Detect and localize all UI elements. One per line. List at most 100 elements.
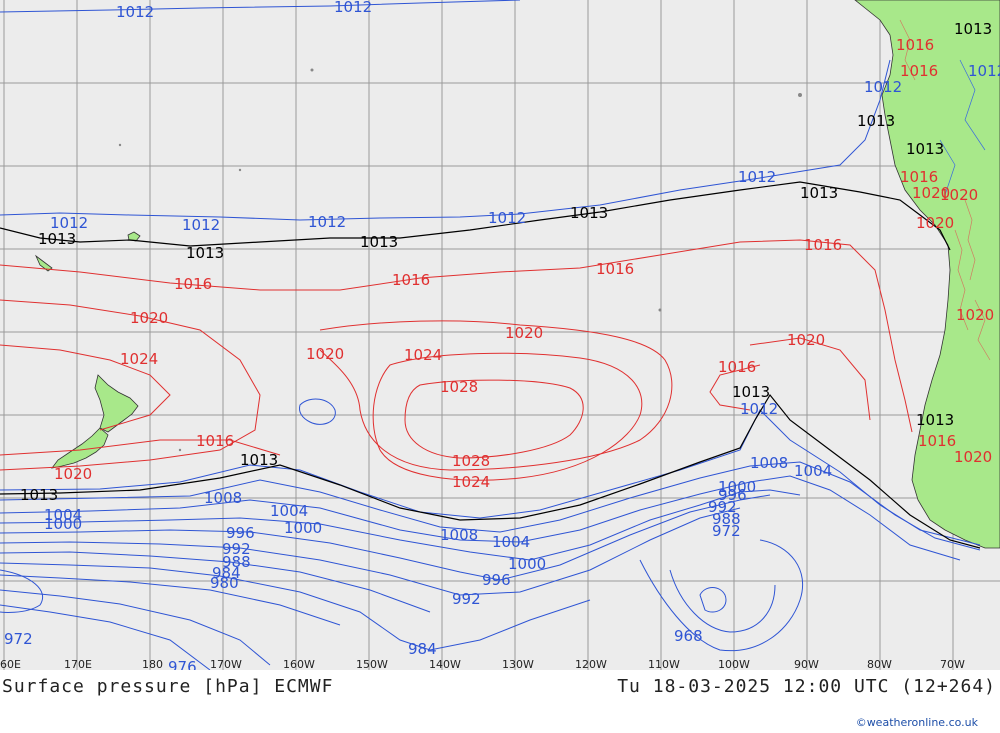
isobar-label: 1012: [334, 0, 372, 16]
isobar-label: 1013: [186, 244, 224, 262]
longitude-ticks: 60E 170E 180 170W 160W 150W 140W 130W 12…: [0, 658, 965, 670]
isobar-label: 1028: [452, 452, 490, 470]
isobar-label: 976: [168, 658, 197, 670]
isobar-1012-north: [0, 0, 521, 13]
isobar-label: 1016: [918, 432, 956, 450]
isobar-label: 984: [408, 640, 437, 658]
isobar-label: 1013: [916, 411, 954, 429]
isobar-1012-south: [0, 409, 981, 546]
ocean-background: [0, 0, 1000, 670]
lon-tick: 60E: [0, 658, 21, 670]
isobar-label: 1013: [240, 451, 278, 469]
isobar-label: 1020: [916, 214, 954, 232]
isobar-label: 1004: [492, 533, 530, 551]
lon-tick: 150W: [356, 658, 388, 670]
isobar-label: 968: [674, 627, 703, 645]
lon-tick: 180: [142, 658, 163, 670]
isobar-label: 1016: [900, 62, 938, 80]
south-america: [854, 0, 1000, 549]
isobar-label: 988: [712, 510, 741, 528]
isobar-label: 1013: [954, 20, 992, 38]
isobar-label: 1020: [940, 186, 978, 204]
isobar-label: 1016: [804, 236, 842, 254]
isobar-label: 1020: [130, 309, 168, 327]
isobar-label: 1013: [20, 486, 58, 504]
isobar-1024-west: [0, 344, 171, 431]
isobar-label: 992: [708, 498, 737, 516]
high-isobars: [0, 239, 913, 481]
islands: [118, 68, 802, 452]
isobar-1016-south: [0, 439, 281, 456]
isobar-label: 1000: [718, 478, 756, 496]
rivers: [939, 59, 986, 196]
isobar-label: 1013: [732, 383, 770, 401]
isobar-label: 1020: [54, 465, 92, 483]
isobar-label: 1016: [392, 271, 430, 289]
isobar-label: 1012: [968, 62, 1000, 80]
isobar-label: 984: [212, 564, 241, 582]
isobar-1020-west: [0, 299, 261, 471]
lon-tick: 90W: [794, 658, 819, 670]
lon-tick: 120W: [575, 658, 607, 670]
isobar-label: 1013: [857, 112, 895, 130]
new-zealand-north: [94, 374, 139, 433]
land: [35, 0, 1000, 549]
isobar-small-loop: [299, 398, 336, 425]
isobar-1020-center: [319, 320, 673, 471]
lon-tick: 130W: [502, 658, 534, 670]
isobar-1024-center: [372, 352, 643, 481]
isobar-1013-north: [0, 181, 951, 251]
isobar-label: 1024: [452, 473, 490, 491]
isobar-968-core: [699, 587, 727, 613]
isobar-label: 1012: [182, 216, 220, 234]
isobar-labels-ref: 1013 1013 1013 1013 1013 1013 1013 1013 …: [20, 20, 992, 504]
credit-link[interactable]: ©weatheronline.co.uk: [855, 716, 978, 729]
isobar-label: 1016: [174, 275, 212, 293]
isobar-label: 1004: [270, 502, 308, 520]
isobar-992: [0, 507, 741, 596]
isobar-label: 992: [222, 540, 251, 558]
lon-tick: 70W: [940, 658, 965, 670]
ref-isobars: [0, 181, 981, 549]
isobar-label: 1020: [956, 306, 994, 324]
isobar-972-low: [0, 604, 211, 670]
isobar-980: [0, 574, 341, 626]
forecast-time: Tu 18-03-2025 12:00 UTC (12+264): [617, 676, 996, 697]
isobar-988: [0, 551, 431, 613]
isobar-label: 1012: [864, 78, 902, 96]
isobar-label: 1000: [284, 519, 322, 537]
isobar-1008: [0, 461, 981, 551]
isobar-label: 1024: [120, 350, 158, 368]
low-isobars: [0, 0, 981, 670]
isobar-996: [0, 494, 771, 581]
isobar-1004: [0, 475, 961, 561]
map-title: Surface pressure [hPa] ECMWF: [2, 676, 334, 697]
isobar-label: 1020: [306, 345, 344, 363]
isobar-1016-east: [709, 364, 761, 411]
lat-lon-grid: [0, 0, 1000, 670]
isobar-label: 988: [222, 553, 251, 571]
isobar-south-east-2: [669, 569, 776, 633]
isobar-label: 1016: [896, 36, 934, 54]
isobar-1000: [0, 489, 801, 561]
lon-tick: 140W: [429, 658, 461, 670]
lon-tick: 100W: [718, 658, 750, 670]
isobar-south-east-1: [639, 539, 804, 652]
isobar-label: 1020: [912, 184, 950, 202]
isobar-label: 1013: [570, 204, 608, 222]
isobar-1020-east: [749, 337, 871, 421]
isobar-1012-band: [0, 59, 891, 221]
pressure-map: 1013 1013 1013 1013 1013 1013 1013 1013 …: [0, 0, 1000, 670]
isobar-label: 1012: [50, 214, 88, 232]
isobar-label: 1020: [505, 324, 543, 342]
isobar-label: 1016: [596, 260, 634, 278]
isobar-label: 1012: [738, 168, 776, 186]
isobar-label: 1016: [900, 168, 938, 186]
isobar-label: 980: [210, 574, 239, 592]
isobar-label: 1013: [906, 140, 944, 158]
isobar-label: 1016: [718, 358, 756, 376]
isobar-label: 1012: [488, 209, 526, 227]
isobar-1016-north: [0, 239, 913, 433]
isobar-label: 1004: [794, 462, 832, 480]
isobar-label: 996: [482, 571, 511, 589]
